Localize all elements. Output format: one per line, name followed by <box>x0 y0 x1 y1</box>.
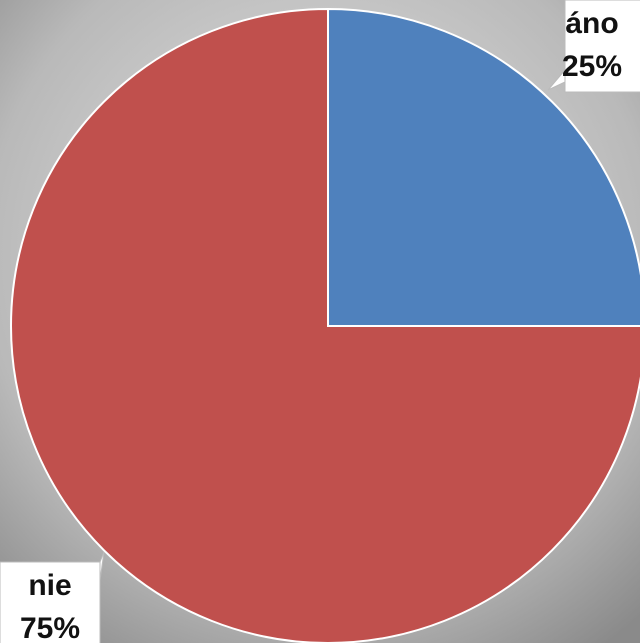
pie-slice <box>327 7 640 327</box>
value-label: 75% <box>20 612 80 643</box>
label-box <box>547 0 640 93</box>
value-label: 25% <box>562 50 622 83</box>
label-box <box>0 551 105 643</box>
pie-slice <box>10 7 640 643</box>
category-label: nie <box>28 569 71 602</box>
category-label: áno <box>565 7 618 40</box>
